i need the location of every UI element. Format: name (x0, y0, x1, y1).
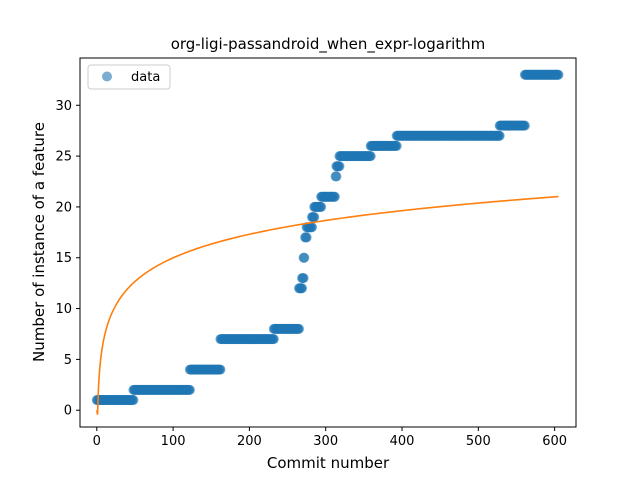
data-point (306, 222, 317, 233)
axes-frame (79, 57, 577, 428)
data-point (309, 212, 320, 223)
data-point (297, 283, 308, 294)
data-point (215, 364, 226, 375)
x-axis-label: Commit number (267, 454, 390, 472)
legend-marker-data (102, 71, 112, 82)
chart-title: org-ligi-passandroid_when_expr-logarithm (171, 35, 486, 54)
y-tick-label: 15 (55, 251, 72, 266)
y-tick-label: 5 (64, 353, 72, 368)
x-tick-label: 200 (237, 434, 262, 449)
x-tick-label: 400 (390, 434, 415, 449)
x-tick-label: 300 (313, 434, 338, 449)
data-point (494, 130, 505, 141)
data-point (553, 69, 564, 80)
x-tick-label: 500 (466, 434, 491, 449)
data-point (184, 384, 195, 395)
data-point (331, 171, 342, 182)
data-point (519, 120, 530, 131)
data-point (391, 140, 402, 151)
data-point (128, 395, 139, 406)
legend: data (87, 64, 171, 90)
data-point (329, 191, 340, 202)
y-tick-label: 25 (55, 150, 72, 165)
legend-label-data: data (131, 70, 160, 85)
x-tick-label: 600 (542, 434, 567, 449)
data-point (334, 161, 345, 172)
x-tick-label: 100 (161, 434, 186, 449)
data-point (298, 273, 309, 284)
data-point (294, 323, 304, 334)
data-point (365, 151, 376, 162)
fit-line (96, 195, 559, 415)
y-tick-label: 10 (55, 302, 72, 317)
legend-box (87, 64, 171, 90)
y-tick-label: 0 (64, 404, 72, 419)
y-tick-label: 20 (55, 200, 72, 215)
axis-ticks: 0 100 200 300 400 500 600 0 5 10 15 20 25 30 (55, 99, 567, 449)
data-point (301, 232, 312, 243)
data-point (268, 334, 279, 345)
data-point (299, 252, 310, 263)
plot-area (91, 69, 564, 415)
data-point (316, 201, 327, 212)
y-axis-label: Number of instance of a feature (30, 122, 48, 362)
y-tick-label: 30 (55, 99, 72, 114)
x-tick-label: 0 (93, 434, 101, 449)
